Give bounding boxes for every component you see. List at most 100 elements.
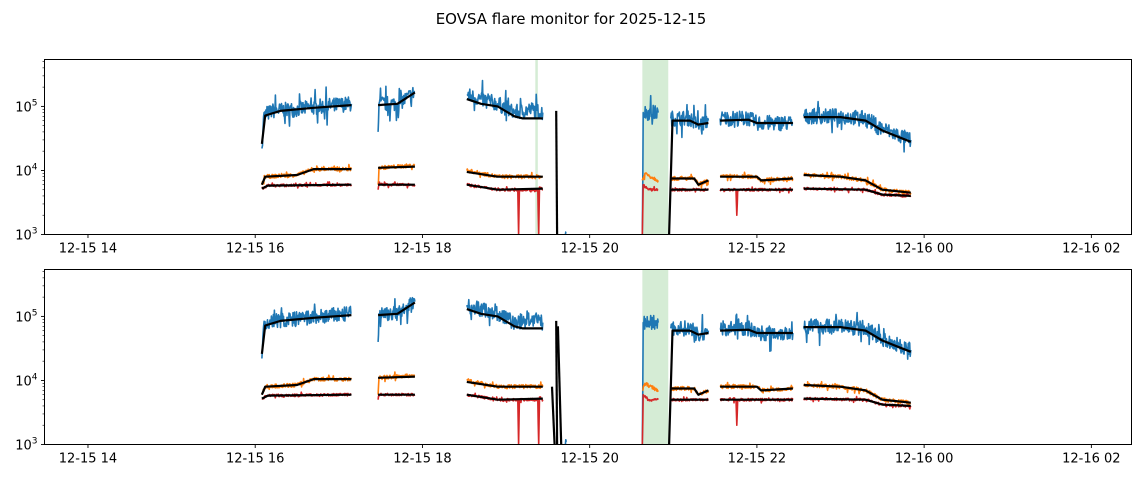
series-fit-line [260,378,352,396]
series-orange-line [642,382,659,393]
x-tick-label: 12-15 16 [226,452,284,467]
series-fit-line [670,177,709,186]
y-tick-label: 105 [15,98,37,115]
axes-frame [44,59,1132,235]
series-fit-line [720,175,793,182]
plot-area [260,269,912,445]
y-tick-exponent: 4 [32,372,38,382]
axes-frame [44,269,1132,445]
series-blue-line [377,85,416,132]
series-blue-line [261,303,352,359]
y-tick-exponent: 4 [32,162,38,172]
series-blue-line [466,79,544,122]
x-tick-label: 12-15 20 [560,452,618,467]
series-fit-line [466,98,543,120]
y-tick-base: 10 [15,439,32,454]
series-red-line [719,186,794,216]
series-blue-line [670,103,710,139]
series-fit-line [668,329,709,445]
x-tick-label: 12-15 20 [560,242,618,257]
series-blue-line [670,313,710,343]
y-tick-exponent: 5 [32,308,38,318]
series-blue-line [802,311,912,360]
series-fit-line [261,183,352,190]
flare-span [642,59,669,235]
y-tick-label: 105 [15,308,37,325]
x-tick-label: 12-15 18 [393,452,451,467]
y-tick-exponent: 5 [32,98,38,108]
series-fit-line [466,393,543,401]
series-fit-line [378,301,416,317]
series-fit-line [466,308,543,330]
series-fit-line [803,187,911,197]
series-red-line [641,183,659,235]
y-tick-exponent: 3 [32,437,38,447]
x-tick-label: 12-15 18 [393,242,451,257]
series-fit-line [720,328,793,335]
series-orange-line [670,173,710,189]
series-fit-line [668,119,709,235]
series-fit-line [555,110,559,235]
series-orange-line [261,163,353,185]
series-red-line [641,393,659,445]
series-orange-line [641,172,659,183]
chart-title: EOVSA flare monitor for 2025-12-15 [436,10,707,28]
series-red-line [466,182,544,235]
y-tick-label: 103 [15,437,37,454]
series-fit-line [466,170,543,178]
y-tick-label: 103 [15,227,37,244]
series-blue-line [641,94,659,235]
x-tick-label: 12-15 14 [59,242,117,257]
y-tick-base: 10 [15,100,32,115]
y-tick-label: 104 [15,372,38,389]
series-fit-line [378,165,415,169]
y-tick-exponent: 3 [32,227,38,237]
series-blue-line [641,314,659,445]
series-fit-line [378,91,416,107]
x-tick-label: 12-15 22 [728,242,786,257]
series-fit-line [550,386,556,445]
series-fit-line [466,380,543,388]
series-orange-line [377,371,416,395]
series-fit-line [670,387,709,396]
y-tick-base: 10 [15,310,32,325]
flare-span [642,269,669,445]
series-fit-line [260,168,352,186]
series-red-line [719,397,794,426]
series-fit-line [555,320,559,445]
series-fit-line [720,385,793,392]
series-fit-line [803,397,911,407]
series-blue-line [466,298,544,331]
x-tick-label: 12-16 00 [895,242,953,257]
series-fit-line [803,326,912,353]
series-fit-line [803,173,911,194]
series-blue-line [564,231,567,235]
series-fit-line [556,326,563,445]
y-tick-base: 10 [15,374,32,389]
series-fit-line [260,314,352,355]
series-fit-line [261,393,352,400]
series-red-line [466,392,544,445]
y-tick-base: 10 [15,164,32,179]
series-fit-line [803,383,911,404]
x-tick-label: 12-16 02 [1062,452,1120,467]
plot-area [260,59,912,235]
series-fit-line [260,104,352,145]
series-fit-line [466,183,543,191]
series-blue-line [564,439,568,445]
x-tick-label: 12-16 00 [895,452,953,467]
series-blue-line [377,296,416,342]
x-tick-label: 12-16 02 [1062,242,1120,257]
series-blue-line [719,313,794,352]
series-blue-line [261,86,353,149]
x-tick-label: 12-15 22 [728,452,786,467]
series-fit-line [803,116,912,143]
series-blue-line [802,100,912,153]
flare-span [535,59,538,235]
y-tick-label: 104 [15,162,38,179]
series-fit-line [720,118,793,125]
y-tick-base: 10 [15,229,32,244]
